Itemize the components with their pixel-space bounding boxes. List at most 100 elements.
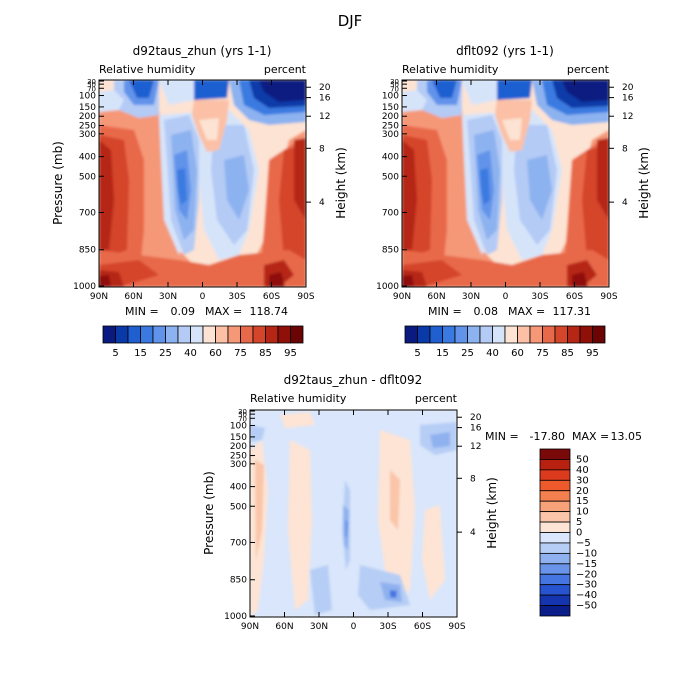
panel-1-max: 118.74: [250, 305, 289, 318]
y-tick-right-label: 12: [470, 442, 481, 452]
panel-1-max-label: MAX =: [205, 305, 242, 318]
y-tick-right-label: 16: [470, 424, 482, 434]
panel-3-min: -17.80: [530, 430, 565, 443]
y-tick-label: 150: [79, 103, 96, 113]
colorbar-label: 40: [486, 348, 499, 359]
colorbar-swatch: [265, 325, 279, 344]
panel-3-field: [250, 410, 457, 617]
x-tick-label: 90S: [448, 622, 465, 632]
colorbar-label: 15: [134, 348, 147, 359]
colorbar-swatch: [404, 325, 418, 344]
rh-field-1-contour-33: [159, 80, 194, 105]
x-tick-label: 90S: [297, 292, 314, 302]
colorbar-label: 75: [234, 348, 247, 359]
rh-field-2-contour-21: [480, 168, 490, 205]
y-tick-label: 400: [382, 153, 399, 163]
colorbar-swatch: [417, 325, 431, 344]
x-tick-label: 60N: [275, 622, 293, 632]
y-tick-label: 150: [382, 103, 399, 113]
x-tick-label: 0: [503, 292, 509, 302]
colorbar-label: 95: [284, 348, 297, 359]
y-tick-right-label: 20: [319, 83, 331, 93]
x-tick-label: 90N: [90, 292, 108, 302]
colorbar-swatch: [542, 325, 556, 344]
y-tick-label: 700: [382, 208, 399, 218]
rh-field-2-contour-27: [402, 90, 427, 112]
y-tick-label: 100: [79, 92, 96, 102]
panel-1-min: 0.09: [171, 305, 196, 318]
y-tick-right-label: 4: [470, 528, 476, 538]
y-tick-label: 100: [382, 92, 399, 102]
colorbar-swatch: [252, 325, 266, 344]
rh-field-2-contour-14: [402, 275, 414, 287]
colorbar-swatch: [442, 325, 456, 344]
panel-1-subtitle-left: Relative humidity: [99, 63, 196, 76]
y-tick-label: 30: [238, 408, 247, 416]
x-tick-label: 60S: [414, 622, 431, 632]
y-tick-label: 700: [79, 208, 96, 218]
colorbar-label: 20: [576, 486, 589, 497]
colorbar-label: 40: [576, 465, 589, 476]
colorbar-swatch: [529, 325, 543, 344]
y-tick-right-label: 12: [622, 112, 633, 122]
y-tick-right-label: 20: [622, 83, 634, 93]
y-tick-label: 850: [79, 246, 96, 256]
y-tick-right-label: 12: [319, 112, 330, 122]
diff-field-contour-11: [390, 590, 397, 598]
y-tick-label: 1000: [73, 282, 96, 292]
panel-2: dflt092 (yrs 1-1) Relative humidity perc…: [376, 44, 651, 359]
x-tick-label: 30N: [159, 292, 177, 302]
rh-field-1-contour-7: [99, 140, 114, 250]
colorbar-swatch: [202, 325, 216, 344]
colorbar-label: 5: [112, 348, 118, 359]
rh-field-1-contour-31: [259, 80, 306, 102]
colorbar-swatch: [539, 552, 571, 565]
colorbar-label: 50: [576, 454, 589, 465]
colorbar-label: 5: [576, 517, 582, 528]
panel-1-subtitle-right: percent: [264, 63, 307, 76]
colorbar-label: 60: [511, 348, 524, 359]
rh-field-1-contour-14: [99, 275, 111, 287]
y-tick-label: 50: [390, 81, 399, 89]
x-tick-label: 60S: [566, 292, 583, 302]
rh-field-2-contour-13: [572, 272, 588, 287]
panel-2-field: [402, 80, 609, 287]
colorbar-swatch: [492, 325, 506, 344]
rh-field-1-contour-23: [199, 118, 219, 140]
panel-3: d92taus_zhun - dflt092 Relative humidity…: [202, 373, 642, 632]
panel-3-ylabel: Pressure (mb): [202, 471, 216, 555]
colorbar-swatch: [539, 511, 571, 523]
colorbar-label: 40: [184, 348, 197, 359]
colorbar-swatch: [165, 325, 179, 344]
y-tick-right-label: 20: [470, 413, 482, 423]
y-tick-label: 700: [230, 538, 247, 548]
x-tick-label: 90N: [241, 622, 259, 632]
colorbar-swatch: [467, 325, 481, 344]
panel-2-subtitle-left: Relative humidity: [402, 63, 499, 76]
colorbar-label: −50: [576, 601, 597, 612]
y-tick-right-label: 8: [622, 144, 628, 154]
y-tick-label: 50: [87, 81, 96, 89]
y-tick-label: 200: [382, 112, 399, 122]
y-tick-label: 500: [230, 502, 247, 512]
colorbar-label: −30: [576, 580, 597, 591]
x-tick-label: 0: [351, 622, 357, 632]
colorbar-swatch: [277, 325, 291, 344]
colorbar-swatch: [240, 325, 254, 344]
colorbar-swatch: [567, 325, 581, 344]
colorbar-swatch: [539, 448, 571, 460]
rh-field-2-contour-23: [502, 118, 522, 140]
diff-field-contour-7: [390, 470, 400, 530]
figure-title: DJF: [338, 12, 363, 30]
colorbar-label: 75: [536, 348, 549, 359]
colorbar-swatch: [504, 325, 518, 344]
colorbar-swatch: [115, 325, 129, 344]
x-tick-label: 30N: [462, 292, 480, 302]
colorbar-swatch: [539, 542, 571, 554]
colorbar-swatch: [517, 325, 531, 344]
colorbar-swatch: [102, 325, 116, 344]
y-tick-label: 1000: [376, 282, 399, 292]
colorbar-swatch: [152, 325, 166, 344]
y-tick-right-label: 16: [319, 94, 331, 104]
panel-2-title: dflt092 (yrs 1-1): [456, 44, 554, 58]
